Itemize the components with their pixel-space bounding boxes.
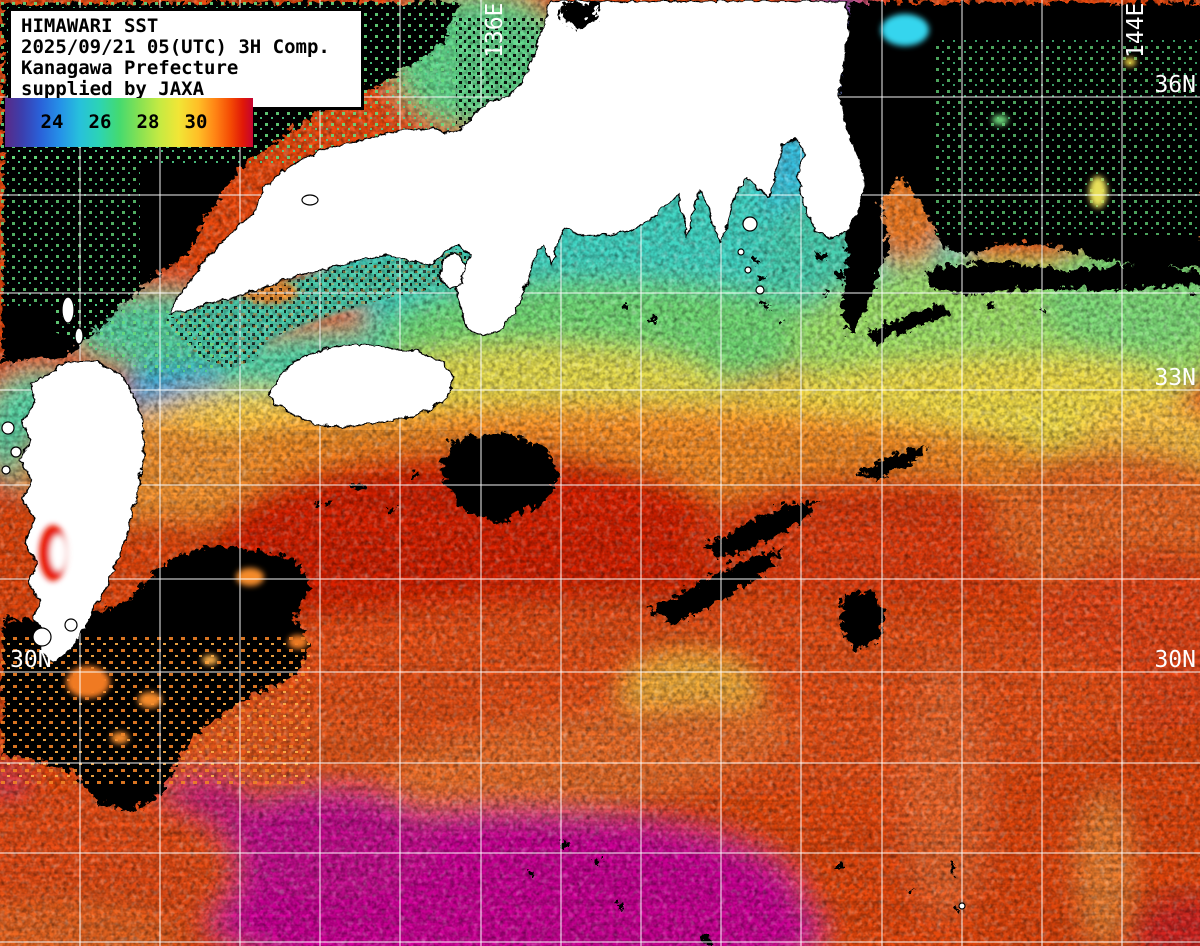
label-lat-33n: 33N bbox=[1154, 365, 1196, 391]
colorbar-tick-28: 28 bbox=[136, 111, 160, 133]
label-lat-30n-left: 30N bbox=[10, 647, 52, 673]
label-lon-144e: 144E bbox=[1123, 3, 1149, 58]
land-japan bbox=[18, 0, 864, 662]
grid-labels: 136E 144E 36N 33N 30N 30N bbox=[10, 3, 1196, 673]
sst-colorbar: 24 26 28 30 bbox=[5, 98, 253, 147]
title-product: HIMAWARI SST bbox=[21, 15, 159, 37]
kyushu-west-warm-inlet bbox=[39, 525, 67, 581]
kyushu bbox=[18, 359, 144, 662]
colorbar-tick-24: 24 bbox=[40, 111, 64, 133]
label-lat-30n-right: 30N bbox=[1154, 647, 1196, 673]
cloud-on-land bbox=[558, 0, 596, 28]
title-credit: supplied by JAXA bbox=[21, 78, 205, 100]
awaji-island bbox=[437, 251, 465, 289]
title-datetime: 2025/09/21 05(UTC) 3H Comp. bbox=[21, 36, 330, 58]
title-box: HIMAWARI SST 2025/09/21 05(UTC) 3H Comp.… bbox=[8, 8, 364, 110]
shikoku bbox=[267, 342, 453, 427]
colorbar-tick-30: 30 bbox=[184, 111, 208, 133]
colorbar-tick-26: 26 bbox=[88, 111, 112, 133]
label-lat-36n: 36N bbox=[1154, 72, 1196, 98]
small-islands bbox=[1, 194, 966, 910]
title-region: Kanagawa Prefecture bbox=[21, 57, 239, 79]
label-lon-136e: 136E bbox=[482, 3, 508, 58]
